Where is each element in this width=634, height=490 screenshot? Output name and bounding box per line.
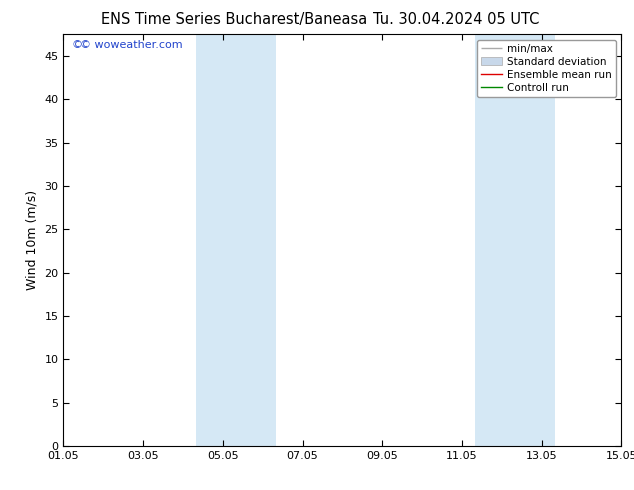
Text: © woweather.com: © woweather.com [80,41,183,50]
Text: ©: © [72,41,83,50]
Y-axis label: Wind 10m (m/s): Wind 10m (m/s) [26,190,39,290]
Legend: min/max, Standard deviation, Ensemble mean run, Controll run: min/max, Standard deviation, Ensemble me… [477,40,616,97]
Bar [475,34,555,446]
Text: Tu. 30.04.2024 05 UTC: Tu. 30.04.2024 05 UTC [373,12,540,27]
Bar [196,34,276,446]
Text: ENS Time Series Bucharest/Baneasa: ENS Time Series Bucharest/Baneasa [101,12,368,27]
